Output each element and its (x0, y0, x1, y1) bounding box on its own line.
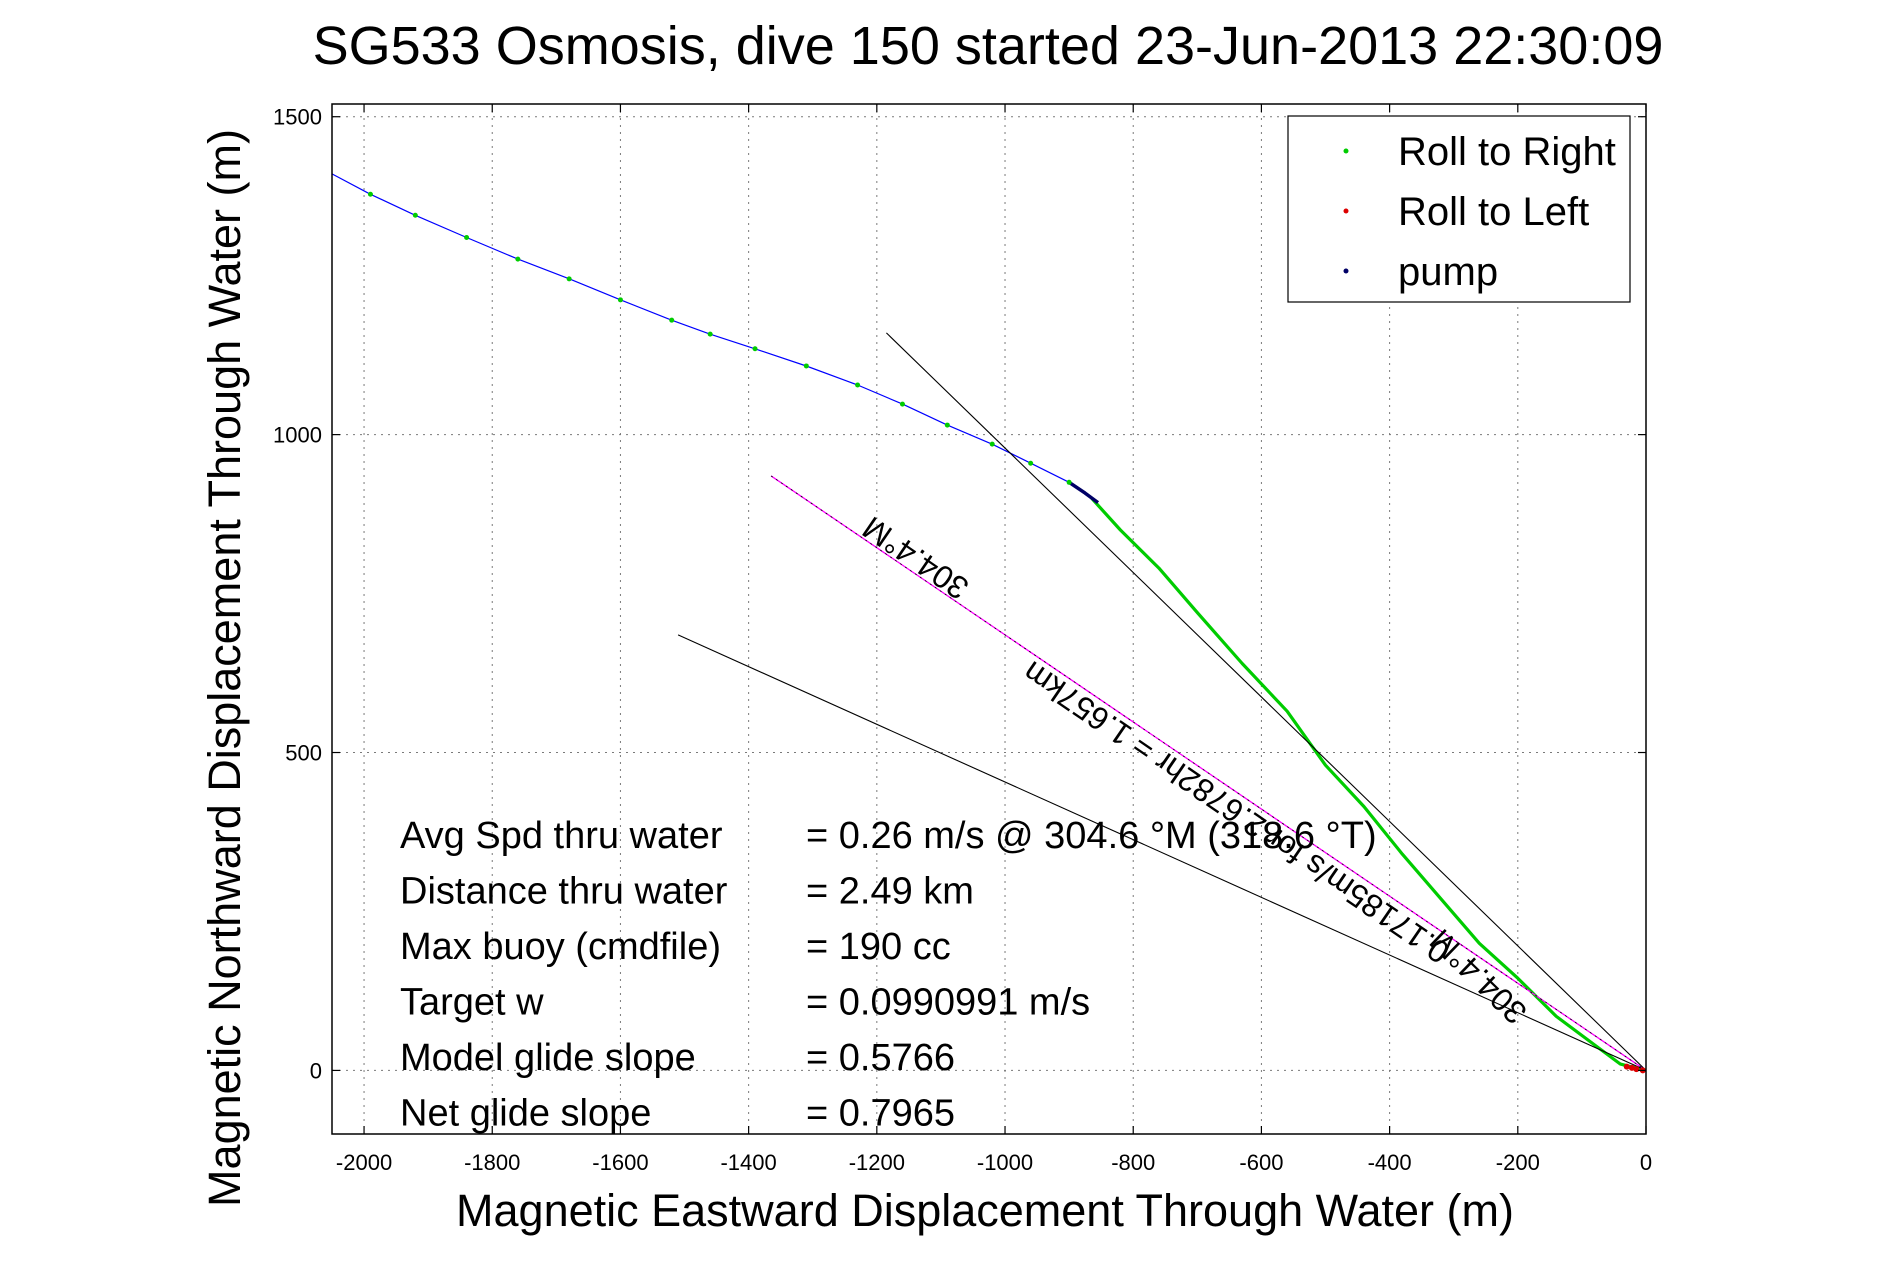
x-tick-label: -1800 (464, 1150, 520, 1175)
legend-entry-label: Roll to Right (1398, 130, 1616, 174)
roll-right-marker (1066, 479, 1072, 485)
x-tick-label: -1400 (720, 1150, 776, 1175)
series-line-5 (677, 634, 1647, 1071)
x-tick-label: -400 (1368, 1150, 1412, 1175)
stat-label: Model glide slope (400, 1037, 696, 1079)
legend-marker (1343, 208, 1349, 214)
stat-value: = 0.5766 (806, 1037, 955, 1079)
legend: Roll to Right Roll to Left pump (1287, 115, 1631, 303)
x-tick-label: -200 (1496, 1150, 1540, 1175)
stat-label: Max buoy (cmdfile) (400, 926, 721, 968)
roll-right-marker (367, 191, 373, 197)
data-series (331, 173, 1647, 1072)
x-tick-label: -2000 (336, 1150, 392, 1175)
roll-right-marker (617, 297, 623, 303)
x-tick-label: -600 (1239, 1150, 1283, 1175)
series-line-0 (331, 173, 1092, 499)
roll-right-marker (803, 363, 809, 369)
y-tick-label: 0 (310, 1058, 322, 1083)
stat-value: = 0.26 m/s @ 304.6 °M (318.6 °T) (806, 815, 1377, 857)
y-tick-label: 1500 (273, 105, 322, 130)
roll-right-marker (464, 235, 470, 241)
series-line-1 (1090, 497, 1647, 1072)
series-line-2 (1068, 480, 1100, 505)
axis-ticks: -2000 -1800 -1600 -1400 -1200 -1000 -800 -600 -4… (273, 104, 1652, 1175)
roll-right-marker (855, 382, 861, 388)
plot-frame (331, 103, 1647, 1135)
x-tick-label: 0 (1640, 1150, 1652, 1175)
chart-title: SG533 Osmosis, dive 150 started 23-Jun-2… (313, 16, 1664, 76)
stat-label: Distance thru water (400, 871, 728, 913)
x-tick-label: -1600 (592, 1150, 648, 1175)
x-tick-label: -1200 (849, 1150, 905, 1175)
dive-statistics: Avg Spd thru water = 0.26 m/s @ 304.6 °M … (400, 815, 1377, 1135)
roll-right-marker (566, 276, 572, 282)
stat-value: = 2.49 km (806, 871, 974, 913)
roll-right-marker (899, 401, 905, 407)
legend-marker (1343, 148, 1349, 154)
stat-label: Avg Spd thru water (400, 815, 723, 857)
roll-right-marker (515, 256, 521, 262)
roll-right-marker (944, 422, 950, 428)
x-tick-label: -800 (1111, 1150, 1155, 1175)
roll-left-marker (1623, 1063, 1630, 1070)
roll-right-marker (707, 331, 713, 337)
legend-marker (1343, 268, 1349, 274)
y-tick-label: 1000 (273, 423, 322, 448)
series-line-dotted-overlay (770, 475, 1647, 1071)
stat-label: Net glide slope (400, 1093, 651, 1135)
roll-right-marker (412, 212, 418, 218)
stat-value: = 0.7965 (806, 1093, 955, 1135)
roll-right-marker (989, 441, 995, 447)
stat-value: = 0.0990991 m/s (806, 982, 1090, 1024)
series-line-4 (886, 332, 1647, 1071)
roll-right-marker (1028, 460, 1034, 466)
x-axis-label: Magnetic Eastward Displacement Through W… (456, 1185, 1514, 1236)
roll-markers (367, 191, 1646, 1074)
stat-label: Target w (400, 982, 544, 1024)
legend-entry-label: pump (1398, 250, 1498, 294)
roll-right-marker (752, 346, 758, 352)
stat-value: = 190 cc (806, 926, 951, 968)
grid (332, 104, 1647, 1134)
y-tick-label: 500 (285, 741, 322, 766)
roll-right-marker (669, 317, 675, 323)
roll-left-marker (1628, 1064, 1635, 1071)
x-tick-label: -1000 (977, 1150, 1033, 1175)
y-axis-label: Magnetic Northward Displacement Through … (199, 129, 250, 1207)
legend-entry-label: Roll to Left (1398, 190, 1589, 234)
